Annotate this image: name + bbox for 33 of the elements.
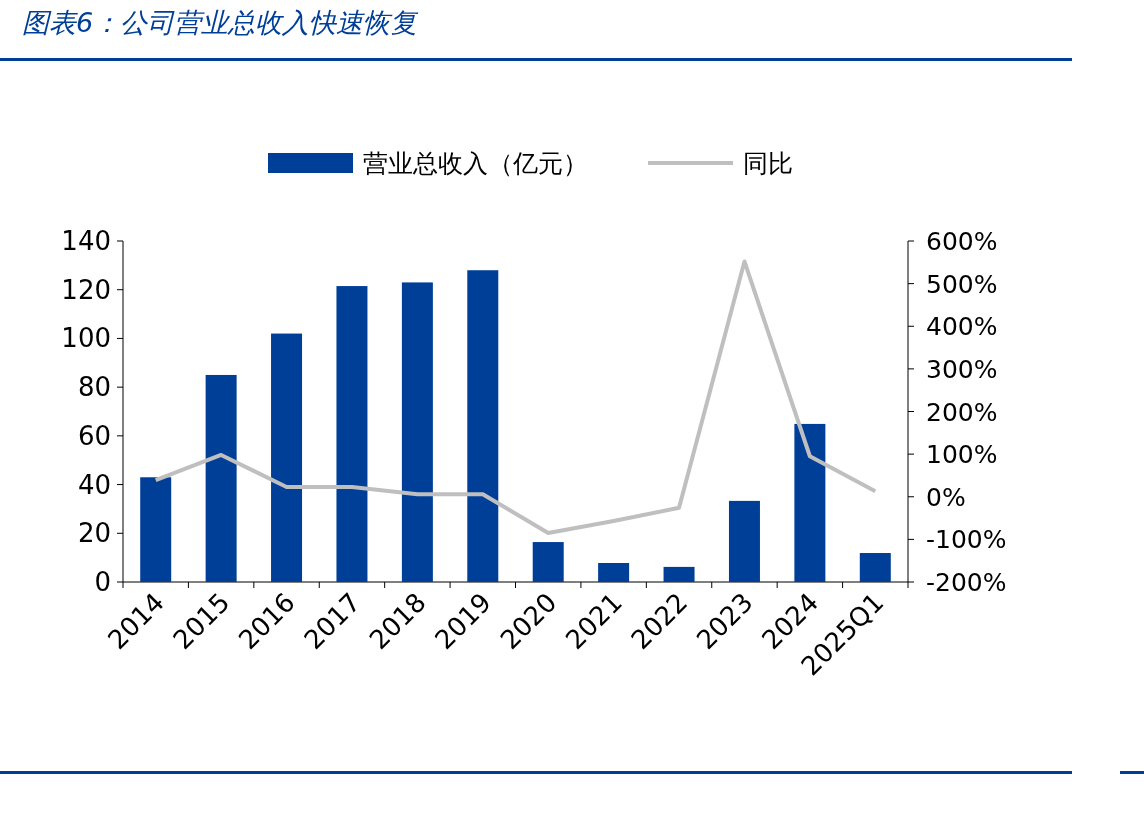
bar bbox=[140, 477, 172, 582]
y2-tick-label: 500% bbox=[926, 269, 998, 299]
bar bbox=[467, 270, 499, 582]
bar bbox=[401, 282, 433, 582]
y2-tick-label: 400% bbox=[926, 312, 998, 342]
y2-tick-label: -100% bbox=[926, 525, 1007, 555]
y-tick-label: 60 bbox=[77, 420, 111, 451]
bar bbox=[532, 542, 564, 582]
y-tick-label: 0 bbox=[94, 567, 111, 597]
y-tick-label: 100 bbox=[61, 323, 111, 354]
y-tick-label: 20 bbox=[77, 518, 111, 549]
bar bbox=[205, 374, 237, 582]
y-tick-label: 40 bbox=[77, 469, 111, 500]
y2-tick-label: 300% bbox=[926, 354, 998, 384]
y2-tick-label: 0% bbox=[926, 482, 966, 512]
chart-title: 图表6：公司营业总收入快速恢复 bbox=[22, 7, 420, 38]
y-tick-label: 120 bbox=[61, 274, 111, 305]
y2-tick-label: 200% bbox=[926, 397, 998, 427]
bar bbox=[728, 500, 760, 582]
line-series bbox=[153, 259, 878, 535]
bar bbox=[271, 333, 303, 582]
y-tick-label: 80 bbox=[77, 372, 111, 403]
bar bbox=[336, 286, 368, 582]
legend-label: 营业总收入（亿元） bbox=[363, 149, 588, 178]
y-tick-label: 140 bbox=[61, 226, 111, 256]
bar bbox=[663, 566, 695, 582]
y2-tick-label: -200% bbox=[926, 568, 1007, 597]
legend-label: 同比 bbox=[743, 149, 793, 178]
bar bbox=[794, 423, 826, 582]
y2-tick-label: 600% bbox=[926, 227, 998, 256]
bar bbox=[859, 553, 891, 582]
bar bbox=[598, 563, 630, 582]
y2-tick-label: 100% bbox=[926, 440, 998, 470]
